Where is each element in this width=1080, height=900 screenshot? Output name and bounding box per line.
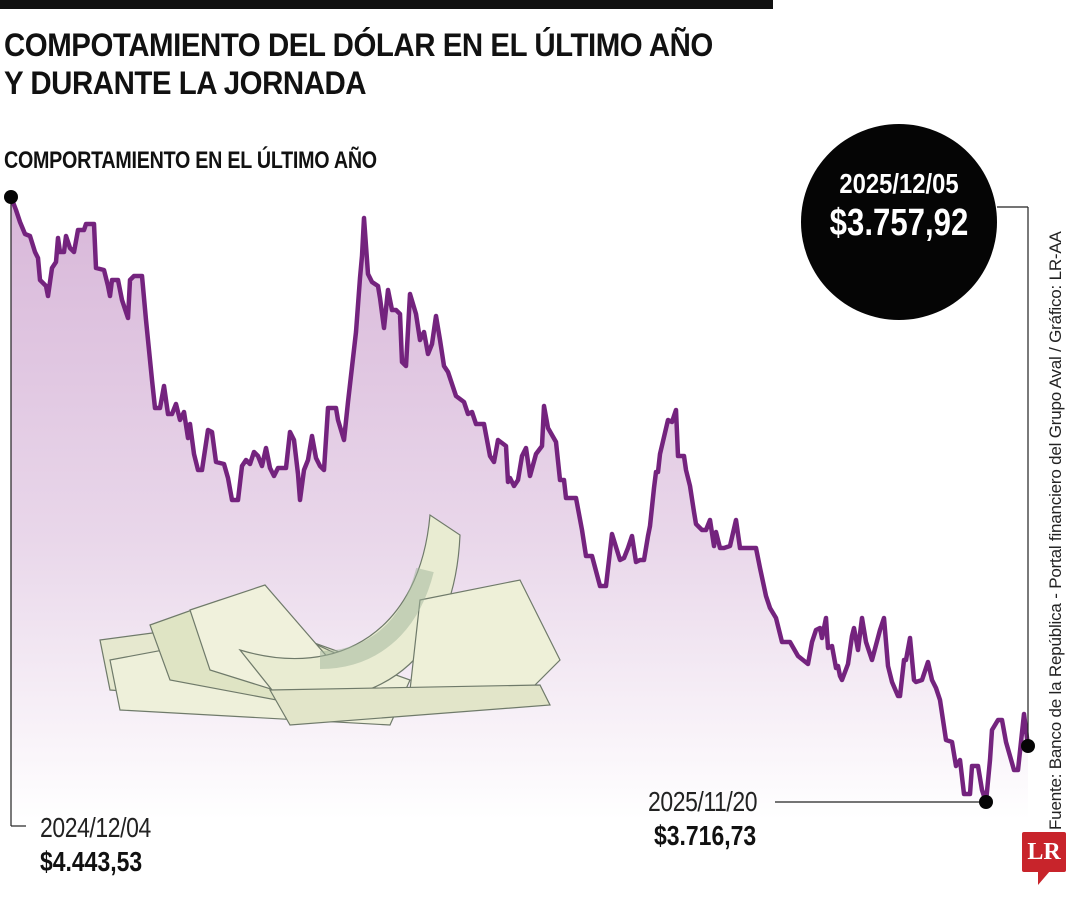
latest-value-badge: 2025/12/05 $3.757,92 — [801, 124, 997, 320]
page-title: COMPOTAMIENTO DEL DÓLAR EN EL ÚLTIMO AÑO… — [4, 27, 713, 101]
start-date-label: 2024/12/04 — [40, 812, 151, 843]
latest-value: $3.757,92 — [829, 202, 969, 244]
lr-logo-tail — [1038, 871, 1050, 885]
start-point-marker — [4, 190, 18, 204]
start-value-label: $4.443,53 — [40, 846, 143, 877]
chart-subtitle: COMPORTAMIENTO EN EL ÚLTIMO AÑO — [4, 147, 377, 174]
end-point-marker — [1021, 739, 1035, 753]
money-bills-illustration — [99, 513, 561, 726]
chart-line — [8, 196, 1031, 805]
top-rule — [0, 0, 773, 9]
latest-date: 2025/12/05 — [839, 168, 959, 199]
lr-logo: LR — [1022, 832, 1066, 872]
source-credit: Fuente: Banco de la República - Portal f… — [1046, 231, 1065, 830]
min-value-label: $3.716,73 — [654, 820, 757, 851]
min-date-label: 2025/11/20 — [648, 786, 758, 817]
min-point-marker — [979, 795, 993, 809]
